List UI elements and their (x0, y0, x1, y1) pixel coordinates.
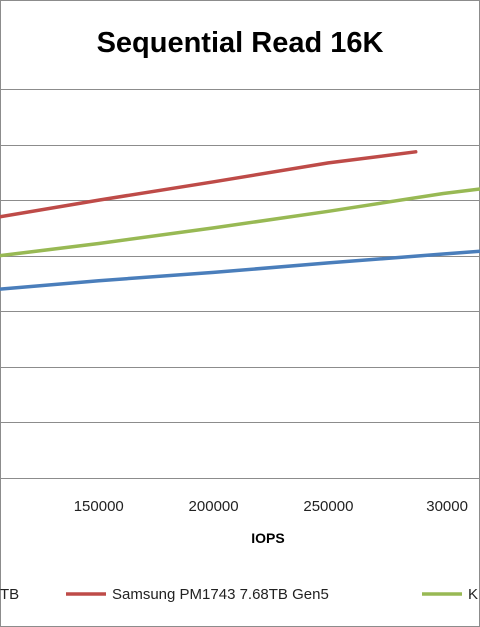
series-line-3 (0, 187, 480, 258)
legend-label-3: K (468, 586, 478, 603)
chart-title: Sequential Read 16K (97, 27, 384, 59)
x-tick-label: 250000 (303, 498, 353, 515)
x-tick-label: 200000 (189, 498, 239, 515)
x-tick-labels: 150000 200000 250000 30000 (74, 498, 468, 515)
series-line-1 (0, 249, 480, 291)
x-axis-label: IOPS (251, 530, 284, 546)
legend-label-2: Samsung PM1743 7.68TB Gen5 (112, 586, 329, 603)
x-tick-label: 30000 (426, 498, 468, 515)
gridlines (0, 89, 480, 423)
legend-label-1: TB (0, 586, 19, 603)
legend: TB Samsung PM1743 7.68TB Gen5 K (0, 586, 478, 603)
series-lines (0, 150, 480, 291)
series-line-2 (0, 150, 418, 219)
x-tick-label: 150000 (74, 498, 124, 515)
